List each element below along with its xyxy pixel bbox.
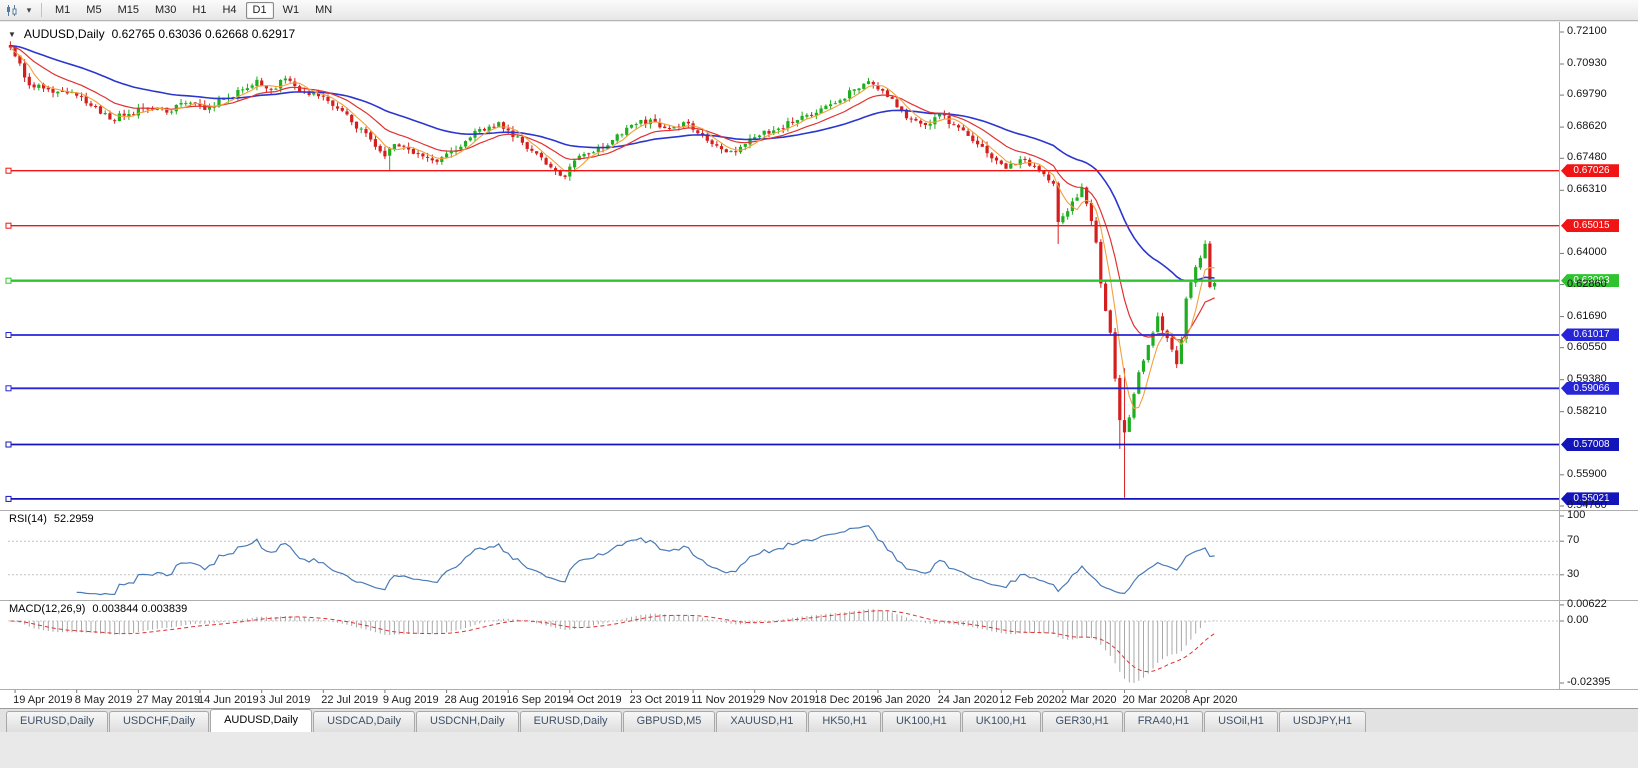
level-handle[interactable] xyxy=(5,167,12,174)
timeframe-w1[interactable]: W1 xyxy=(282,3,300,16)
timeframe-h1[interactable]: H1 xyxy=(192,3,207,16)
macd-values: 0.003844 0.003839 xyxy=(92,603,188,615)
moving-average-lines xyxy=(10,44,1215,410)
timeframe-h4[interactable]: H4 xyxy=(222,3,237,16)
level-handle[interactable] xyxy=(5,495,12,502)
timeframe-toolbar: ▾ M1 M5 M15 M30 H1 H4 D1 W1 MN xyxy=(0,0,1638,21)
chart-tab-gbpusd-m5[interactable]: GBPUSD,M5 xyxy=(622,711,716,732)
ma-line-ema14 xyxy=(10,45,1215,341)
level-handle[interactable] xyxy=(5,222,12,229)
candlestick-glyph xyxy=(7,4,17,16)
chart-tab-usoil-h1[interactable]: USOil,H1 xyxy=(1204,711,1278,732)
rsi-line xyxy=(76,525,1215,596)
chart-tab-uk100-h1[interactable]: UK100,H1 xyxy=(961,711,1041,732)
chart-title: ▼ AUDUSD,Daily 0.62765 0.63036 0.62668 0… xyxy=(8,27,295,41)
level-handle[interactable] xyxy=(5,441,12,448)
macd-label: MACD(12,26,9) 0.003844 0.003839 xyxy=(9,603,187,615)
collapse-arrow-icon[interactable]: ▼ xyxy=(8,29,16,39)
chart-tab-usdcad-daily[interactable]: USDCAD,Daily xyxy=(313,711,416,732)
candlestick-series xyxy=(8,41,1217,498)
level-handle[interactable] xyxy=(5,332,12,338)
chart-tab-eurusd-daily[interactable]: EURUSD,Daily xyxy=(6,711,108,732)
macd-signal-line xyxy=(10,610,1215,673)
timeframe-button-group: M1 M5 M15 M30 H1 H4 D1 W1 MN xyxy=(48,1,339,19)
level-handle[interactable] xyxy=(5,277,12,284)
chart-tab-xauusd-h1[interactable]: XAUUSD,H1 xyxy=(716,711,808,732)
rsi-name: RSI(14) xyxy=(9,513,47,525)
chart-tab-ger30-h1[interactable]: GER30,H1 xyxy=(1041,711,1123,732)
toolbar-separator xyxy=(41,3,42,17)
timeframe-m30[interactable]: M30 xyxy=(154,3,177,16)
rsi-pane xyxy=(8,525,1559,596)
macd-name: MACD(12,26,9) xyxy=(9,603,86,615)
ohlc-values: 0.62765 0.63036 0.62668 0.62917 xyxy=(111,27,296,41)
macd-pane xyxy=(8,609,1559,683)
chart-tab-uk100-h1[interactable]: UK100,H1 xyxy=(881,711,961,732)
timeframe-m1[interactable]: M1 xyxy=(55,3,71,16)
chart-tab-fra40-h1[interactable]: FRA40,H1 xyxy=(1123,711,1204,732)
chart-tab-usdcnh-daily[interactable]: USDCNH,Daily xyxy=(416,711,519,732)
rsi-value: 52.2959 xyxy=(53,513,94,525)
status-bar xyxy=(0,732,1638,768)
timeframe-d1[interactable]: D1 xyxy=(245,1,274,19)
price-chart-svg xyxy=(0,22,1638,693)
chart-canvas[interactable]: 0.67026 0.65015 0.63003 0.61017 0.59066 0.570… xyxy=(0,22,1638,708)
support-resistance-lines xyxy=(5,167,1559,502)
chart-tabs-bar: EURUSD,Daily USDCHF,Daily AUDUSD,Daily USDC… xyxy=(0,708,1638,732)
timeframe-m15[interactable]: M15 xyxy=(117,3,139,16)
ma-line-sma5 xyxy=(10,47,1215,410)
rsi-label: RSI(14) 52.2959 xyxy=(9,513,94,525)
chart-tab-hk50-h1[interactable]: HK50,H1 xyxy=(808,711,881,732)
chart-tab-usdchf-daily[interactable]: USDCHF,Daily xyxy=(108,711,210,732)
level-handle[interactable] xyxy=(5,385,12,392)
chart-type-dropdown-icon[interactable]: ▾ xyxy=(26,4,32,15)
candlestick-chart-icon[interactable] xyxy=(3,2,21,19)
chart-tab-audusd-daily[interactable]: AUDUSD,Daily xyxy=(210,709,313,732)
timeframe-mn[interactable]: MN xyxy=(315,3,333,16)
timeframe-m5[interactable]: M5 xyxy=(86,3,102,16)
grid-and-axes xyxy=(0,22,1638,693)
chart-tab-eurusd-daily[interactable]: EURUSD,Daily xyxy=(519,711,622,732)
symbol-title: AUDUSD,Daily xyxy=(23,27,105,41)
chart-tab-usdjpy-h1[interactable]: USDJPY,H1 xyxy=(1278,711,1367,732)
